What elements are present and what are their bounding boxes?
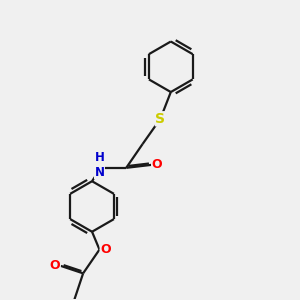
Text: O: O — [100, 243, 111, 256]
Text: S: S — [155, 112, 165, 126]
Text: H
N: H N — [94, 151, 104, 179]
Text: O: O — [50, 260, 60, 272]
Text: O: O — [152, 158, 162, 171]
